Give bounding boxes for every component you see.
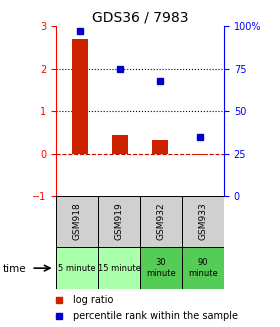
Text: 5 minute: 5 minute xyxy=(58,264,96,273)
Bar xyxy=(112,135,128,154)
Bar xyxy=(98,196,140,247)
Bar xyxy=(72,39,88,154)
Bar xyxy=(182,247,224,289)
Bar xyxy=(152,140,168,154)
Text: GSM932: GSM932 xyxy=(157,203,165,240)
Bar xyxy=(98,247,140,289)
Bar xyxy=(56,196,98,247)
Bar xyxy=(192,154,208,155)
Text: 15 minute: 15 minute xyxy=(97,264,141,273)
Bar xyxy=(140,196,182,247)
Text: GSM919: GSM919 xyxy=(115,203,123,240)
Text: log ratio: log ratio xyxy=(73,295,113,305)
Bar xyxy=(182,196,224,247)
Text: GSM933: GSM933 xyxy=(199,203,207,240)
Bar xyxy=(56,247,98,289)
Text: 30
minute: 30 minute xyxy=(146,258,176,278)
Text: percentile rank within the sample: percentile rank within the sample xyxy=(73,311,238,321)
Text: 90
minute: 90 minute xyxy=(188,258,218,278)
Title: GDS36 / 7983: GDS36 / 7983 xyxy=(92,11,188,25)
Text: time: time xyxy=(3,264,26,274)
Bar xyxy=(140,247,182,289)
Text: GSM918: GSM918 xyxy=(73,203,81,240)
